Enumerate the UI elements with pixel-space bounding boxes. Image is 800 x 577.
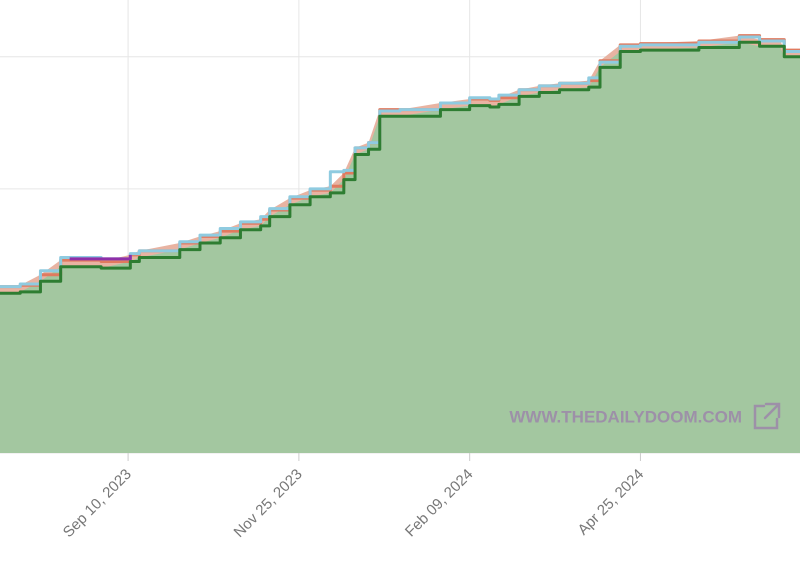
x-tick-label: Feb 09, 2024 [402, 466, 477, 541]
plot: Sep 10, 2023 Nov 25, 2023 Feb 09, 2024 Apr … [0, 0, 800, 541]
external-link-icon[interactable] [753, 402, 781, 430]
series-line [69, 254, 132, 261]
icon-box [753, 404, 779, 430]
x-tick-label: Apr 25, 2024 [575, 466, 648, 539]
area-fill [0, 42, 800, 453]
series-line [0, 40, 800, 295]
x-tick-label: Nov 25, 2023 [231, 466, 306, 541]
watermark: WWW.THEDAILYDOOM.COM [509, 407, 742, 426]
x-tick-label: Sep 10, 2023 [60, 466, 135, 541]
icon-arrow [763, 402, 781, 420]
series-line [0, 35, 800, 289]
